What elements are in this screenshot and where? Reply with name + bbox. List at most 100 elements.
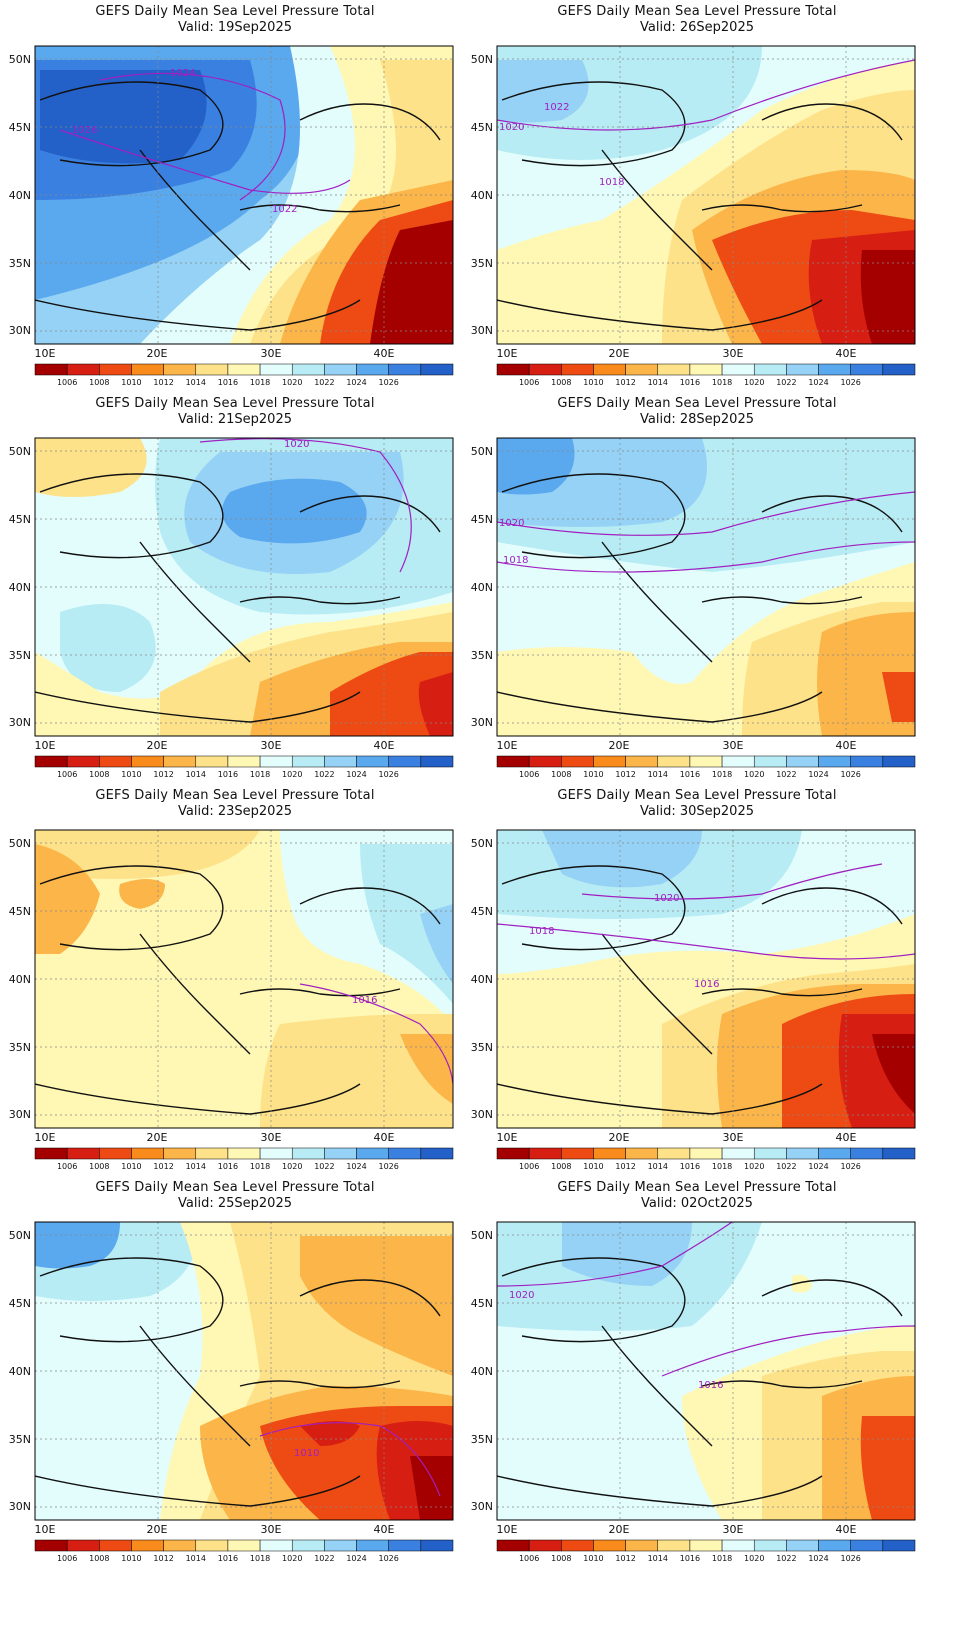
colorbar-swatch bbox=[625, 363, 659, 376]
colorbar-swatch bbox=[163, 363, 197, 376]
contour-label: 1020 bbox=[654, 893, 679, 904]
colorbar-swatch bbox=[163, 1147, 197, 1160]
colorbar-swatch bbox=[291, 1147, 325, 1160]
map-panel-6: GEFS Daily Mean Sea Level Pressure Total… bbox=[462, 784, 932, 1194]
lon-label: 30E bbox=[723, 1131, 744, 1144]
colorbar-swatch bbox=[753, 1147, 787, 1160]
colorbar-swatch bbox=[786, 1147, 819, 1160]
colorbar-swatch bbox=[99, 363, 132, 376]
colorbar-label: 1008 bbox=[89, 378, 109, 387]
panel-valid-date: Valid: 02Oct2025 bbox=[641, 1196, 753, 1211]
colorbar-label: 1022 bbox=[314, 1554, 334, 1563]
panel-valid-date: Valid: 28Sep2025 bbox=[640, 412, 754, 427]
contour-label: 1022 bbox=[272, 204, 297, 215]
colorbar-label: 1020 bbox=[282, 1162, 302, 1171]
colorbar-label: 1010 bbox=[583, 1554, 603, 1563]
lon-label: 10E bbox=[497, 1131, 518, 1144]
colorbar-label: 1014 bbox=[186, 378, 206, 387]
colorbar-swatch bbox=[657, 363, 691, 376]
colorbar-swatch bbox=[227, 1147, 261, 1160]
colorbar-swatch bbox=[818, 755, 851, 768]
colorbar-swatch bbox=[882, 1147, 916, 1160]
lat-label: 35N bbox=[9, 257, 31, 270]
contour-label: 1018 bbox=[529, 926, 554, 937]
colorbar-swatch bbox=[259, 755, 293, 768]
colorbar-label: 1024 bbox=[808, 770, 828, 779]
colorbar-label: 1024 bbox=[808, 1162, 828, 1171]
colorbar-swatch bbox=[163, 755, 197, 768]
colorbar-swatch bbox=[689, 1147, 723, 1160]
colorbar-swatch bbox=[388, 755, 422, 768]
lon-label: 30E bbox=[723, 1523, 744, 1536]
contour-label: 1020 bbox=[499, 518, 524, 529]
colorbar-swatch bbox=[195, 755, 229, 768]
colorbar-label: 1020 bbox=[744, 378, 764, 387]
colorbar: 1006 1008 1010 1012 1014 1016 1018 1020 1022 1024… bbox=[34, 1147, 454, 1171]
colorbar-swatch bbox=[850, 1539, 884, 1552]
colorbar-swatch bbox=[356, 1147, 389, 1160]
colorbar-swatch bbox=[689, 755, 723, 768]
colorbar-swatch bbox=[882, 1539, 916, 1552]
lon-label: 10E bbox=[497, 1523, 518, 1536]
colorbar-swatch bbox=[99, 1539, 132, 1552]
lon-label: 10E bbox=[497, 739, 518, 752]
colorbar-swatch bbox=[195, 1539, 229, 1552]
colorbar-swatch bbox=[227, 1539, 261, 1552]
colorbar-label: 1010 bbox=[583, 770, 603, 779]
lat-label: 40N bbox=[471, 973, 493, 986]
lat-label: 40N bbox=[9, 189, 31, 202]
colorbar-label: 1018 bbox=[250, 1554, 270, 1563]
colorbar-label: 1026 bbox=[379, 770, 399, 779]
colorbar-swatch bbox=[324, 1539, 357, 1552]
map-panel-4: GEFS Daily Mean Sea Level Pressure Total… bbox=[462, 392, 932, 802]
colorbar-label: 1014 bbox=[648, 378, 668, 387]
colorbar-label: 1018 bbox=[712, 378, 732, 387]
colorbar-label: 1012 bbox=[615, 378, 635, 387]
colorbar-swatch bbox=[496, 1539, 530, 1552]
panel-valid-date: Valid: 26Sep2025 bbox=[640, 20, 754, 35]
colorbar-label: 1022 bbox=[314, 378, 334, 387]
colorbar-swatch bbox=[291, 1539, 325, 1552]
contour-label: 1010 bbox=[294, 1448, 319, 1459]
lon-label: 30E bbox=[261, 1131, 282, 1144]
colorbar-label: 1018 bbox=[712, 770, 732, 779]
lat-label: 30N bbox=[9, 1500, 31, 1513]
lat-label: 45N bbox=[471, 905, 493, 918]
contour-label: 1016 bbox=[694, 979, 719, 990]
colorbar-label: 1022 bbox=[776, 378, 796, 387]
colorbar-swatch bbox=[66, 1147, 100, 1160]
colorbar-swatch bbox=[528, 1147, 562, 1160]
colorbar-swatch bbox=[528, 1539, 562, 1552]
colorbar-swatch bbox=[34, 1539, 68, 1552]
colorbar-swatch bbox=[818, 1147, 851, 1160]
lon-label: 40E bbox=[374, 1523, 395, 1536]
colorbar-label: 1018 bbox=[250, 378, 270, 387]
colorbar-label: 1012 bbox=[153, 770, 173, 779]
colorbar-label: 1016 bbox=[218, 378, 238, 387]
colorbar-label: 1006 bbox=[57, 378, 77, 387]
colorbar-swatch bbox=[786, 1539, 819, 1552]
contour-label: 1020 bbox=[284, 439, 309, 450]
map-panel-2: GEFS Daily Mean Sea Level Pressure Total… bbox=[462, 0, 932, 410]
colorbar-label: 1018 bbox=[250, 770, 270, 779]
contour-label: 1016 bbox=[352, 995, 377, 1006]
colorbar-swatch bbox=[195, 363, 229, 376]
colorbar-label: 1014 bbox=[186, 1554, 206, 1563]
panel-valid-date: Valid: 25Sep2025 bbox=[178, 1196, 292, 1211]
colorbar-swatch bbox=[850, 363, 884, 376]
colorbar-label: 1014 bbox=[186, 770, 206, 779]
lat-label: 40N bbox=[471, 1365, 493, 1378]
colorbar: 1006 1008 1010 1012 1014 1016 1018 1020 1022 1024… bbox=[496, 755, 916, 779]
lon-label: 30E bbox=[261, 739, 282, 752]
map-panel-8: GEFS Daily Mean Sea Level Pressure Total… bbox=[462, 1176, 932, 1586]
colorbar-swatch bbox=[388, 363, 422, 376]
colorbar-label: 1016 bbox=[218, 770, 238, 779]
lon-label: 40E bbox=[374, 347, 395, 360]
colorbar-swatch bbox=[561, 1539, 594, 1552]
colorbar-swatch bbox=[753, 755, 787, 768]
colorbar-label: 1016 bbox=[218, 1554, 238, 1563]
colorbar: 1006 1008 1010 1012 1014 1016 1018 1020 1022 1024… bbox=[496, 363, 916, 387]
lat-label: 50N bbox=[9, 1229, 31, 1242]
colorbar-swatch bbox=[66, 755, 100, 768]
colorbar-label: 1016 bbox=[680, 378, 700, 387]
